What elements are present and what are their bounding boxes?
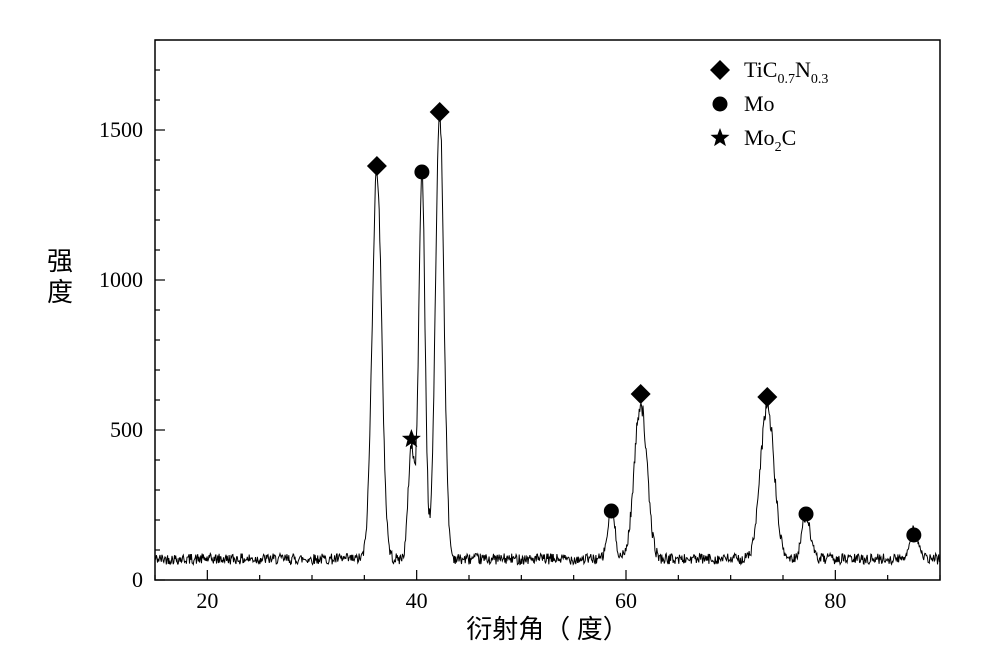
svg-text:强度: 强度	[47, 247, 73, 307]
svg-text:TiC0.7N0.3: TiC0.7N0.3	[744, 57, 828, 87]
svg-text:Mo2C: Mo2C	[744, 125, 796, 155]
peak-marker-diamond	[631, 384, 651, 404]
peak-marker-circle	[906, 528, 921, 543]
svg-text:衍射角（ 度）: 衍射角（ 度）	[466, 615, 629, 644]
xrd-spectrum	[155, 114, 939, 564]
peak-marker-circle	[799, 507, 814, 522]
svg-text:500: 500	[110, 417, 143, 442]
svg-text:20: 20	[196, 588, 218, 613]
svg-text:0: 0	[132, 567, 143, 592]
svg-text:40: 40	[406, 588, 428, 613]
peak-marker-circle	[604, 504, 619, 519]
chart-svg: 20 40 60 80 0 500 1000 1500 衍射角（ 度） 强度 TiC0.7N0.3 M…	[20, 20, 980, 648]
svg-text:1000: 1000	[99, 267, 143, 292]
svg-text:1500: 1500	[99, 117, 143, 142]
peak-marker-diamond	[430, 102, 450, 122]
svg-text:80: 80	[824, 588, 846, 613]
svg-text:60: 60	[615, 588, 637, 613]
legend: TiC0.7N0.3 Mo Mo2C	[710, 57, 828, 155]
peak-marker-circle	[414, 165, 429, 180]
peak-marker-diamond	[757, 387, 777, 407]
peak-marker-diamond	[367, 156, 387, 176]
xrd-chart: 20 40 60 80 0 500 1000 1500 衍射角（ 度） 强度 TiC0.7N0.3 M…	[20, 20, 980, 648]
svg-text:Mo: Mo	[744, 91, 775, 116]
